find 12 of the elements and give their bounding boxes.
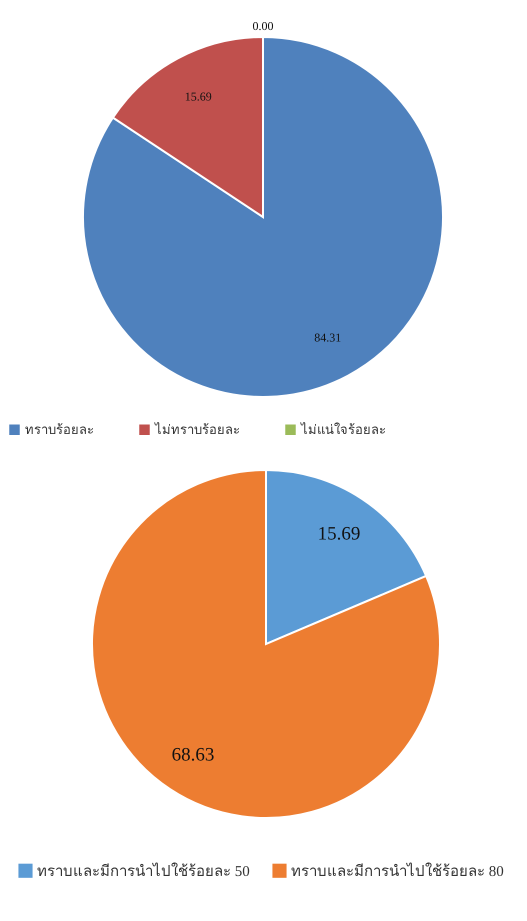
legend-label: ทราบและมีการนำไปใช้ร้อยละ 80: [291, 862, 504, 880]
legend-label: ทราบร้อยละ: [25, 422, 94, 437]
data-label: 15.69: [318, 524, 360, 545]
legend-label: ไม่ทราบร้อยละ: [154, 422, 240, 437]
data-label: 15.69: [184, 89, 212, 104]
text: 0.00: [252, 19, 274, 33]
legend-label: ทราบและมีการนำไปใช้ร้อยละ 50: [37, 862, 250, 880]
data-label: 84.31: [314, 330, 342, 345]
legend-label: ไม่แน่ใจร้อยละ: [300, 422, 386, 437]
pie-slice: [82, 36, 444, 398]
data-label: 68.63: [172, 744, 214, 766]
pie-slice: [91, 469, 441, 819]
